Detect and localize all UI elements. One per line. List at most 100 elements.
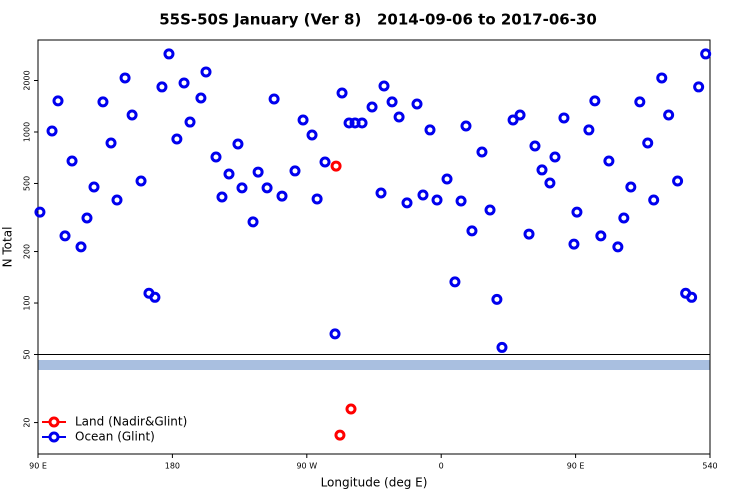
point: [126, 109, 138, 121]
point: [663, 109, 675, 121]
point: [289, 165, 301, 177]
point: [97, 96, 109, 108]
point: [642, 137, 654, 149]
y-tick-label: 200: [23, 244, 32, 259]
point: [319, 156, 331, 168]
point: [88, 181, 100, 193]
point: [247, 216, 259, 228]
point: [81, 212, 93, 224]
point: [356, 117, 368, 129]
point: [163, 48, 175, 60]
point: [330, 160, 342, 172]
point: [583, 124, 595, 136]
x-tick-label: 90 E: [29, 462, 47, 471]
point: [216, 191, 228, 203]
point: [449, 276, 461, 288]
y-tick-label: 500: [23, 176, 32, 191]
point: [268, 93, 280, 105]
y-tick-label: 50: [23, 349, 32, 359]
point: [105, 137, 117, 149]
y-tick-label: 20: [23, 417, 32, 427]
point: [210, 151, 222, 163]
point: [311, 193, 323, 205]
point: [523, 228, 535, 240]
point: [261, 182, 273, 194]
x-axis-label: Longitude (deg E): [321, 476, 428, 490]
point: [529, 140, 541, 152]
point: [336, 87, 348, 99]
point: [111, 194, 123, 206]
plot-frame: [37, 39, 711, 455]
point: [135, 175, 147, 187]
point: [700, 48, 712, 60]
point: [386, 96, 398, 108]
point: [656, 72, 668, 84]
point: [156, 81, 168, 93]
point: [634, 96, 646, 108]
point: [496, 341, 508, 353]
point: [424, 124, 436, 136]
point: [549, 151, 561, 163]
point: [232, 138, 244, 150]
point: [558, 112, 570, 124]
point: [345, 403, 357, 415]
point: [484, 204, 496, 216]
point: [595, 230, 607, 242]
point: [375, 187, 387, 199]
point: [366, 101, 378, 113]
point: [178, 77, 190, 89]
point: [401, 197, 413, 209]
point: [343, 117, 355, 129]
x-tick-label: 90 W: [296, 462, 317, 471]
legend-label: Land (Nadir&Glint): [75, 415, 187, 429]
point: [507, 114, 519, 126]
x-tick-label: 180: [165, 462, 180, 471]
point: [236, 182, 248, 194]
point: [306, 129, 318, 141]
point: [693, 81, 705, 93]
point: [34, 206, 46, 218]
point: [648, 194, 660, 206]
x-tick-label: 90 E: [567, 462, 585, 471]
point: [441, 173, 453, 185]
point: [466, 225, 478, 237]
point: [431, 194, 443, 206]
point: [460, 120, 472, 132]
y-tick-label: 100: [23, 295, 32, 310]
point: [455, 195, 467, 207]
point: [686, 291, 698, 303]
point: [589, 95, 601, 107]
point: [672, 175, 684, 187]
point: [276, 190, 288, 202]
x-tick-label: 540: [702, 462, 717, 471]
point: [59, 230, 71, 242]
point: [612, 241, 624, 253]
x-tick-label: 0: [439, 462, 444, 471]
point: [411, 98, 423, 110]
point: [536, 164, 548, 176]
point: [171, 133, 183, 145]
legend-marker: [48, 431, 60, 443]
point: [200, 66, 212, 78]
point: [223, 168, 235, 180]
y-axis-label: N Total: [1, 227, 15, 268]
point: [618, 212, 630, 224]
point: [476, 146, 488, 158]
point: [334, 429, 346, 441]
point: [571, 206, 583, 218]
point: [66, 155, 78, 167]
point: [603, 155, 615, 167]
point: [184, 116, 196, 128]
legend-label: Ocean (Glint): [75, 430, 155, 444]
point: [625, 181, 637, 193]
point: [329, 328, 341, 340]
point: [544, 177, 556, 189]
point: [491, 293, 503, 305]
point: [195, 92, 207, 104]
point: [46, 125, 58, 137]
y-tick-label: 2000: [23, 70, 32, 90]
chart-title: 55S-50S January (Ver 8) 2014-09-06 to 20…: [159, 11, 597, 29]
point: [252, 166, 264, 178]
point: [52, 95, 64, 107]
